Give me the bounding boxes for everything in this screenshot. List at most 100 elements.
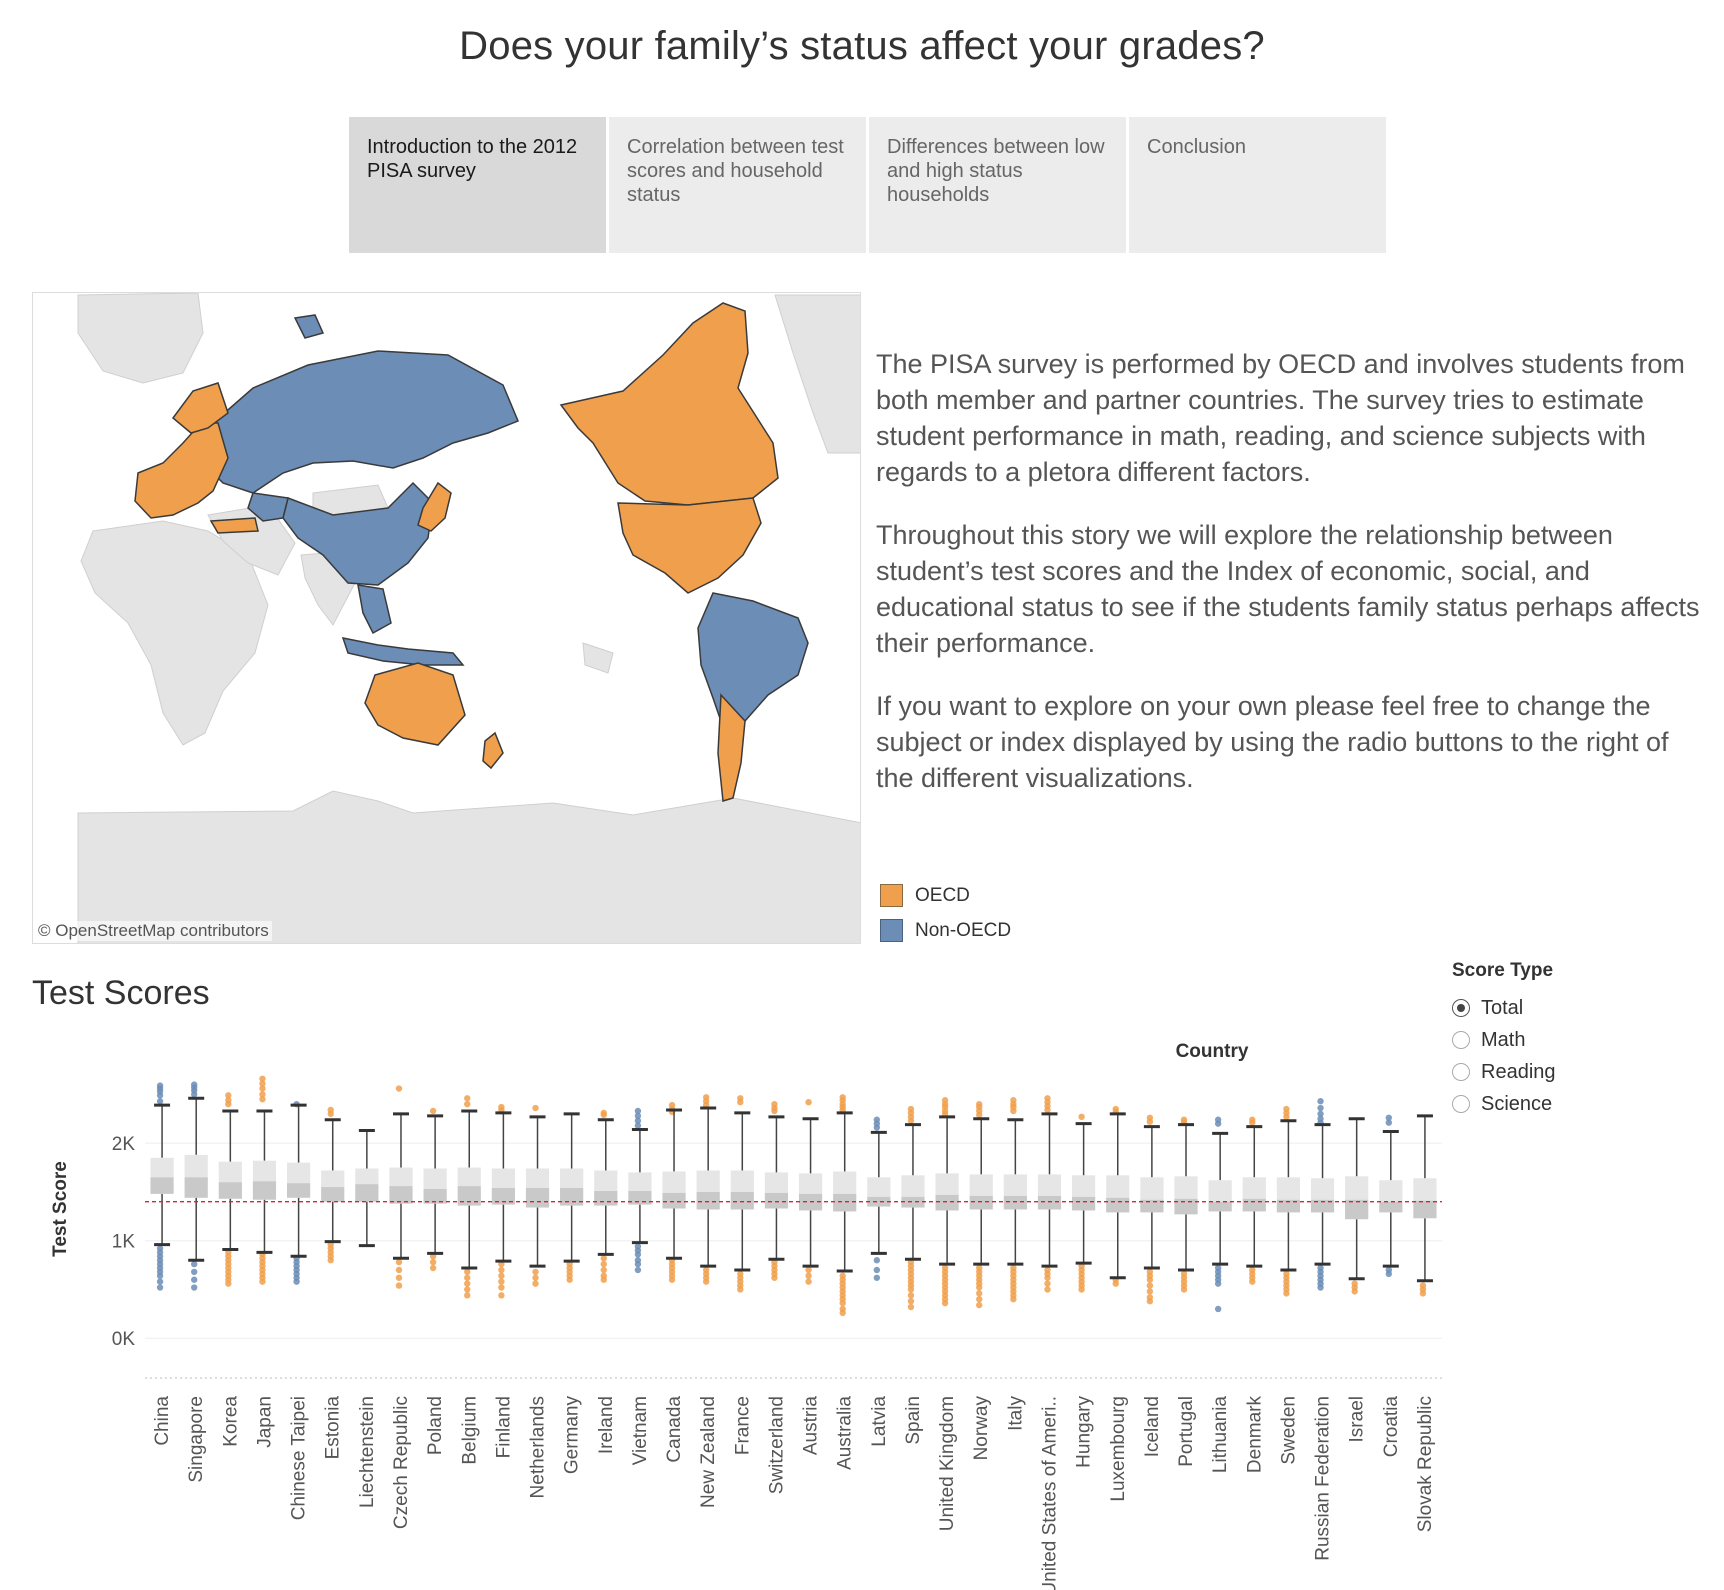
- outlier-point: [634, 1266, 642, 1274]
- x-tick-label: China: [152, 1396, 173, 1446]
- outlier-point: [805, 1278, 812, 1285]
- outlier-point: [1317, 1098, 1324, 1105]
- box-lower-half: [1310, 1199, 1335, 1213]
- land-arctic-na: [774, 294, 860, 454]
- outlier-point: [976, 1296, 983, 1303]
- outlier-point: [498, 1284, 505, 1291]
- x-tick-label: New Zealand: [698, 1396, 719, 1508]
- outlier-point: [1317, 1104, 1324, 1112]
- box-lower-half: [321, 1187, 345, 1202]
- outlier-point: [907, 1303, 915, 1311]
- radio-button[interactable]: [1452, 1095, 1470, 1113]
- outlier-point: [1146, 1276, 1154, 1283]
- x-tick-label: Luxembourg: [1108, 1396, 1129, 1502]
- box-upper-half: [798, 1173, 823, 1194]
- x-tick-label: Canada: [664, 1396, 685, 1463]
- radio-button[interactable]: [1452, 999, 1470, 1017]
- outlier-point: [225, 1092, 232, 1099]
- legend-item-non-oecd[interactable]: Non-OECD: [880, 913, 1011, 948]
- radio-button[interactable]: [1452, 1063, 1470, 1081]
- tab-correlation[interactable]: Correlation between test scores and hous…: [609, 117, 866, 253]
- box-lower-half: [662, 1192, 686, 1209]
- box-lower-half: [1003, 1195, 1027, 1210]
- x-tick-label: Vietnam: [630, 1396, 651, 1465]
- outlier-point: [464, 1274, 471, 1281]
- outlier-point: [873, 1274, 881, 1281]
- outlier-point: [259, 1085, 266, 1092]
- box-lower-half: [764, 1192, 789, 1209]
- legend-item-oecd[interactable]: OECD: [880, 878, 1011, 913]
- outlier-point: [634, 1260, 642, 1268]
- box-lower-half: [901, 1196, 925, 1208]
- box-lower-half: [833, 1193, 857, 1212]
- outlier-point: [600, 1255, 607, 1262]
- x-tick-label: Liechtenstein: [357, 1396, 378, 1508]
- x-tick-label: Denmark: [1244, 1396, 1265, 1474]
- outlier-point: [464, 1268, 471, 1276]
- box-lower-half: [1208, 1201, 1232, 1212]
- x-tick-label: Iceland: [1142, 1396, 1163, 1457]
- outlier-point: [1112, 1280, 1119, 1287]
- x-tick-label: Hungary: [1074, 1396, 1095, 1468]
- outlier-point: [498, 1278, 505, 1285]
- x-tick-label: Slovak Republic: [1415, 1396, 1436, 1532]
- world-map[interactable]: © OpenStreetMap contributors: [32, 292, 861, 944]
- box-upper-half: [696, 1170, 720, 1192]
- intro-text: The PISA survey is performed by OECD and…: [876, 346, 1706, 823]
- outlier-point: [976, 1284, 983, 1291]
- tab-differences[interactable]: Differences between low and high status …: [869, 117, 1126, 253]
- outlier-point: [1351, 1288, 1358, 1295]
- tab-conclusion[interactable]: Conclusion: [1129, 117, 1386, 253]
- outlier-point: [634, 1112, 642, 1120]
- box-lower-half: [1037, 1195, 1062, 1210]
- box-lower-half: [252, 1181, 277, 1200]
- radio-label: Science: [1481, 1092, 1553, 1115]
- outlier-point: [156, 1098, 164, 1105]
- x-tick-label: Korea: [220, 1396, 241, 1447]
- x-tick-label: Italy: [1005, 1396, 1026, 1431]
- radio-option-science[interactable]: Science: [1452, 1088, 1652, 1120]
- box-lower-half: [184, 1177, 208, 1198]
- test-score-boxplot[interactable]: Country Test Score 0K 1K 2K China Singapore Kor…: [0, 1040, 1500, 1590]
- box-upper-half: [1140, 1177, 1164, 1200]
- x-tick-label: France: [732, 1396, 753, 1455]
- box-upper-half: [218, 1161, 242, 1183]
- x-tick-label: Ireland: [596, 1396, 617, 1454]
- outlier-point: [464, 1100, 471, 1108]
- radio-option-reading[interactable]: Reading: [1452, 1056, 1652, 1088]
- map-attribution[interactable]: © OpenStreetMap contributors: [35, 921, 272, 941]
- box-lower-half: [286, 1183, 311, 1198]
- box-lower-half: [867, 1196, 891, 1207]
- page-title: Does your family’s status affect your gr…: [459, 24, 1265, 68]
- outlier-point: [1010, 1296, 1017, 1303]
- outlier-point: [395, 1266, 403, 1274]
- x-tick-label: Croatia: [1381, 1396, 1402, 1458]
- outlier-point: [634, 1251, 642, 1258]
- box-upper-half: [1413, 1178, 1437, 1201]
- box-upper-half: [935, 1173, 959, 1195]
- y-tick-label: 0K: [112, 1329, 136, 1350]
- box-lower-half: [491, 1188, 515, 1205]
- box-upper-half: [1208, 1180, 1232, 1202]
- outlier-point: [1078, 1286, 1085, 1293]
- land-greenland: [77, 293, 204, 384]
- outlier-point: [737, 1286, 744, 1293]
- x-tick-label: Poland: [425, 1396, 446, 1455]
- outlier-point: [429, 1258, 437, 1266]
- radio-option-total[interactable]: Total: [1452, 992, 1652, 1024]
- tab-introduction[interactable]: Introduction to the 2012 PISA survey: [349, 117, 606, 253]
- region-china: [282, 481, 434, 586]
- outlier-point: [327, 1257, 334, 1264]
- x-tick-label: Finland: [493, 1396, 514, 1458]
- outlier-point: [532, 1104, 539, 1112]
- box-lower-half: [560, 1188, 584, 1206]
- box-lower-half: [457, 1186, 481, 1206]
- radio-button[interactable]: [1452, 1031, 1470, 1049]
- outlier-point: [225, 1100, 232, 1108]
- outlier-point: [1078, 1113, 1085, 1121]
- outlier-point: [907, 1297, 915, 1305]
- radio-option-math[interactable]: Math: [1452, 1024, 1652, 1056]
- region-canada: [559, 302, 779, 506]
- outlier-point: [600, 1276, 607, 1283]
- box-lower-half: [1345, 1199, 1369, 1220]
